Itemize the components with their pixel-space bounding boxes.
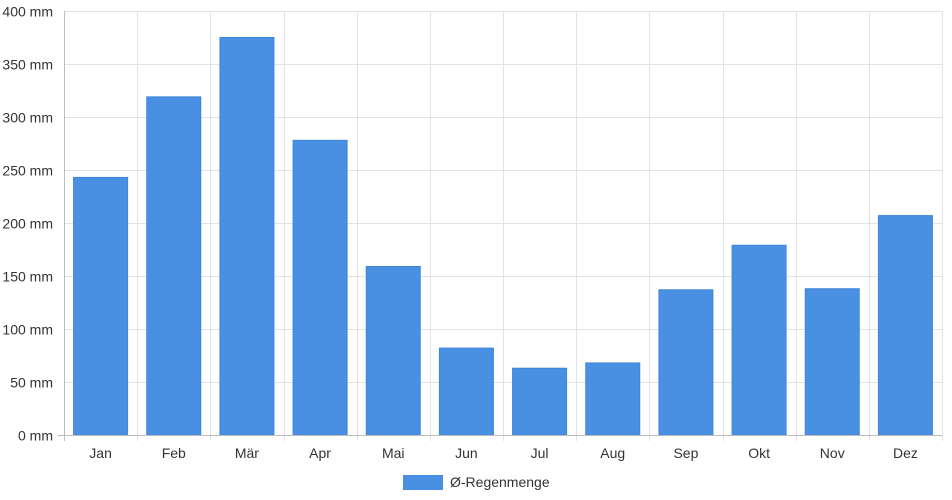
x-axis-labels: Jan Feb Mär Apr Mai Jun Jul Aug Sep Okt Nov Dez bbox=[89, 445, 918, 461]
bar-nov[interactable] bbox=[804, 288, 860, 436]
axes bbox=[58, 11, 942, 441]
x-tick-label: Nov bbox=[820, 445, 845, 461]
y-tick-label: 200 mm bbox=[2, 216, 53, 232]
bar-feb[interactable] bbox=[146, 96, 202, 436]
bar-aug[interactable] bbox=[585, 362, 641, 436]
y-axis-labels: 0 mm 50 mm 100 mm 150 mm 200 mm 250 mm 300 mm 3… bbox=[2, 4, 53, 444]
bar-jun[interactable] bbox=[438, 347, 494, 436]
x-tick-label: Feb bbox=[162, 445, 186, 461]
bar-dez[interactable] bbox=[877, 215, 933, 436]
x-tick-label: Aug bbox=[600, 445, 625, 461]
y-tick-label: 250 mm bbox=[2, 163, 53, 179]
y-tick-label: 300 mm bbox=[2, 110, 53, 126]
legend[interactable]: Ø-Regenmenge bbox=[403, 474, 550, 490]
y-tick-label: 350 mm bbox=[2, 57, 53, 73]
y-tick-label: 0 mm bbox=[18, 428, 53, 444]
x-tick-label: Apr bbox=[309, 445, 331, 461]
y-tick-label: 400 mm bbox=[2, 4, 53, 20]
y-tick-label: 50 mm bbox=[10, 375, 53, 391]
x-tick-label: Jun bbox=[455, 445, 478, 461]
bar-jul[interactable] bbox=[512, 367, 568, 436]
bar-mai[interactable] bbox=[365, 265, 421, 436]
x-tick-label: Mär bbox=[235, 445, 259, 461]
legend-label[interactable]: Ø-Regenmenge bbox=[450, 474, 550, 490]
bar-apr[interactable] bbox=[292, 139, 348, 436]
bar-mär[interactable] bbox=[219, 37, 275, 436]
x-tick-label: Dez bbox=[893, 445, 918, 461]
bar-sep[interactable] bbox=[658, 289, 714, 436]
x-tick-label: Mai bbox=[382, 445, 405, 461]
x-tick-label: Okt bbox=[748, 445, 770, 461]
legend-swatch[interactable] bbox=[403, 475, 443, 490]
x-tick-label: Jan bbox=[89, 445, 112, 461]
x-tick-label: Sep bbox=[673, 445, 698, 461]
x-tick-label: Jul bbox=[531, 445, 549, 461]
bar-jan[interactable] bbox=[73, 176, 129, 436]
bar-okt[interactable] bbox=[731, 244, 787, 436]
grid bbox=[64, 11, 943, 441]
y-tick-label: 100 mm bbox=[2, 322, 53, 338]
bars bbox=[73, 37, 933, 436]
y-tick-label: 150 mm bbox=[2, 269, 53, 285]
